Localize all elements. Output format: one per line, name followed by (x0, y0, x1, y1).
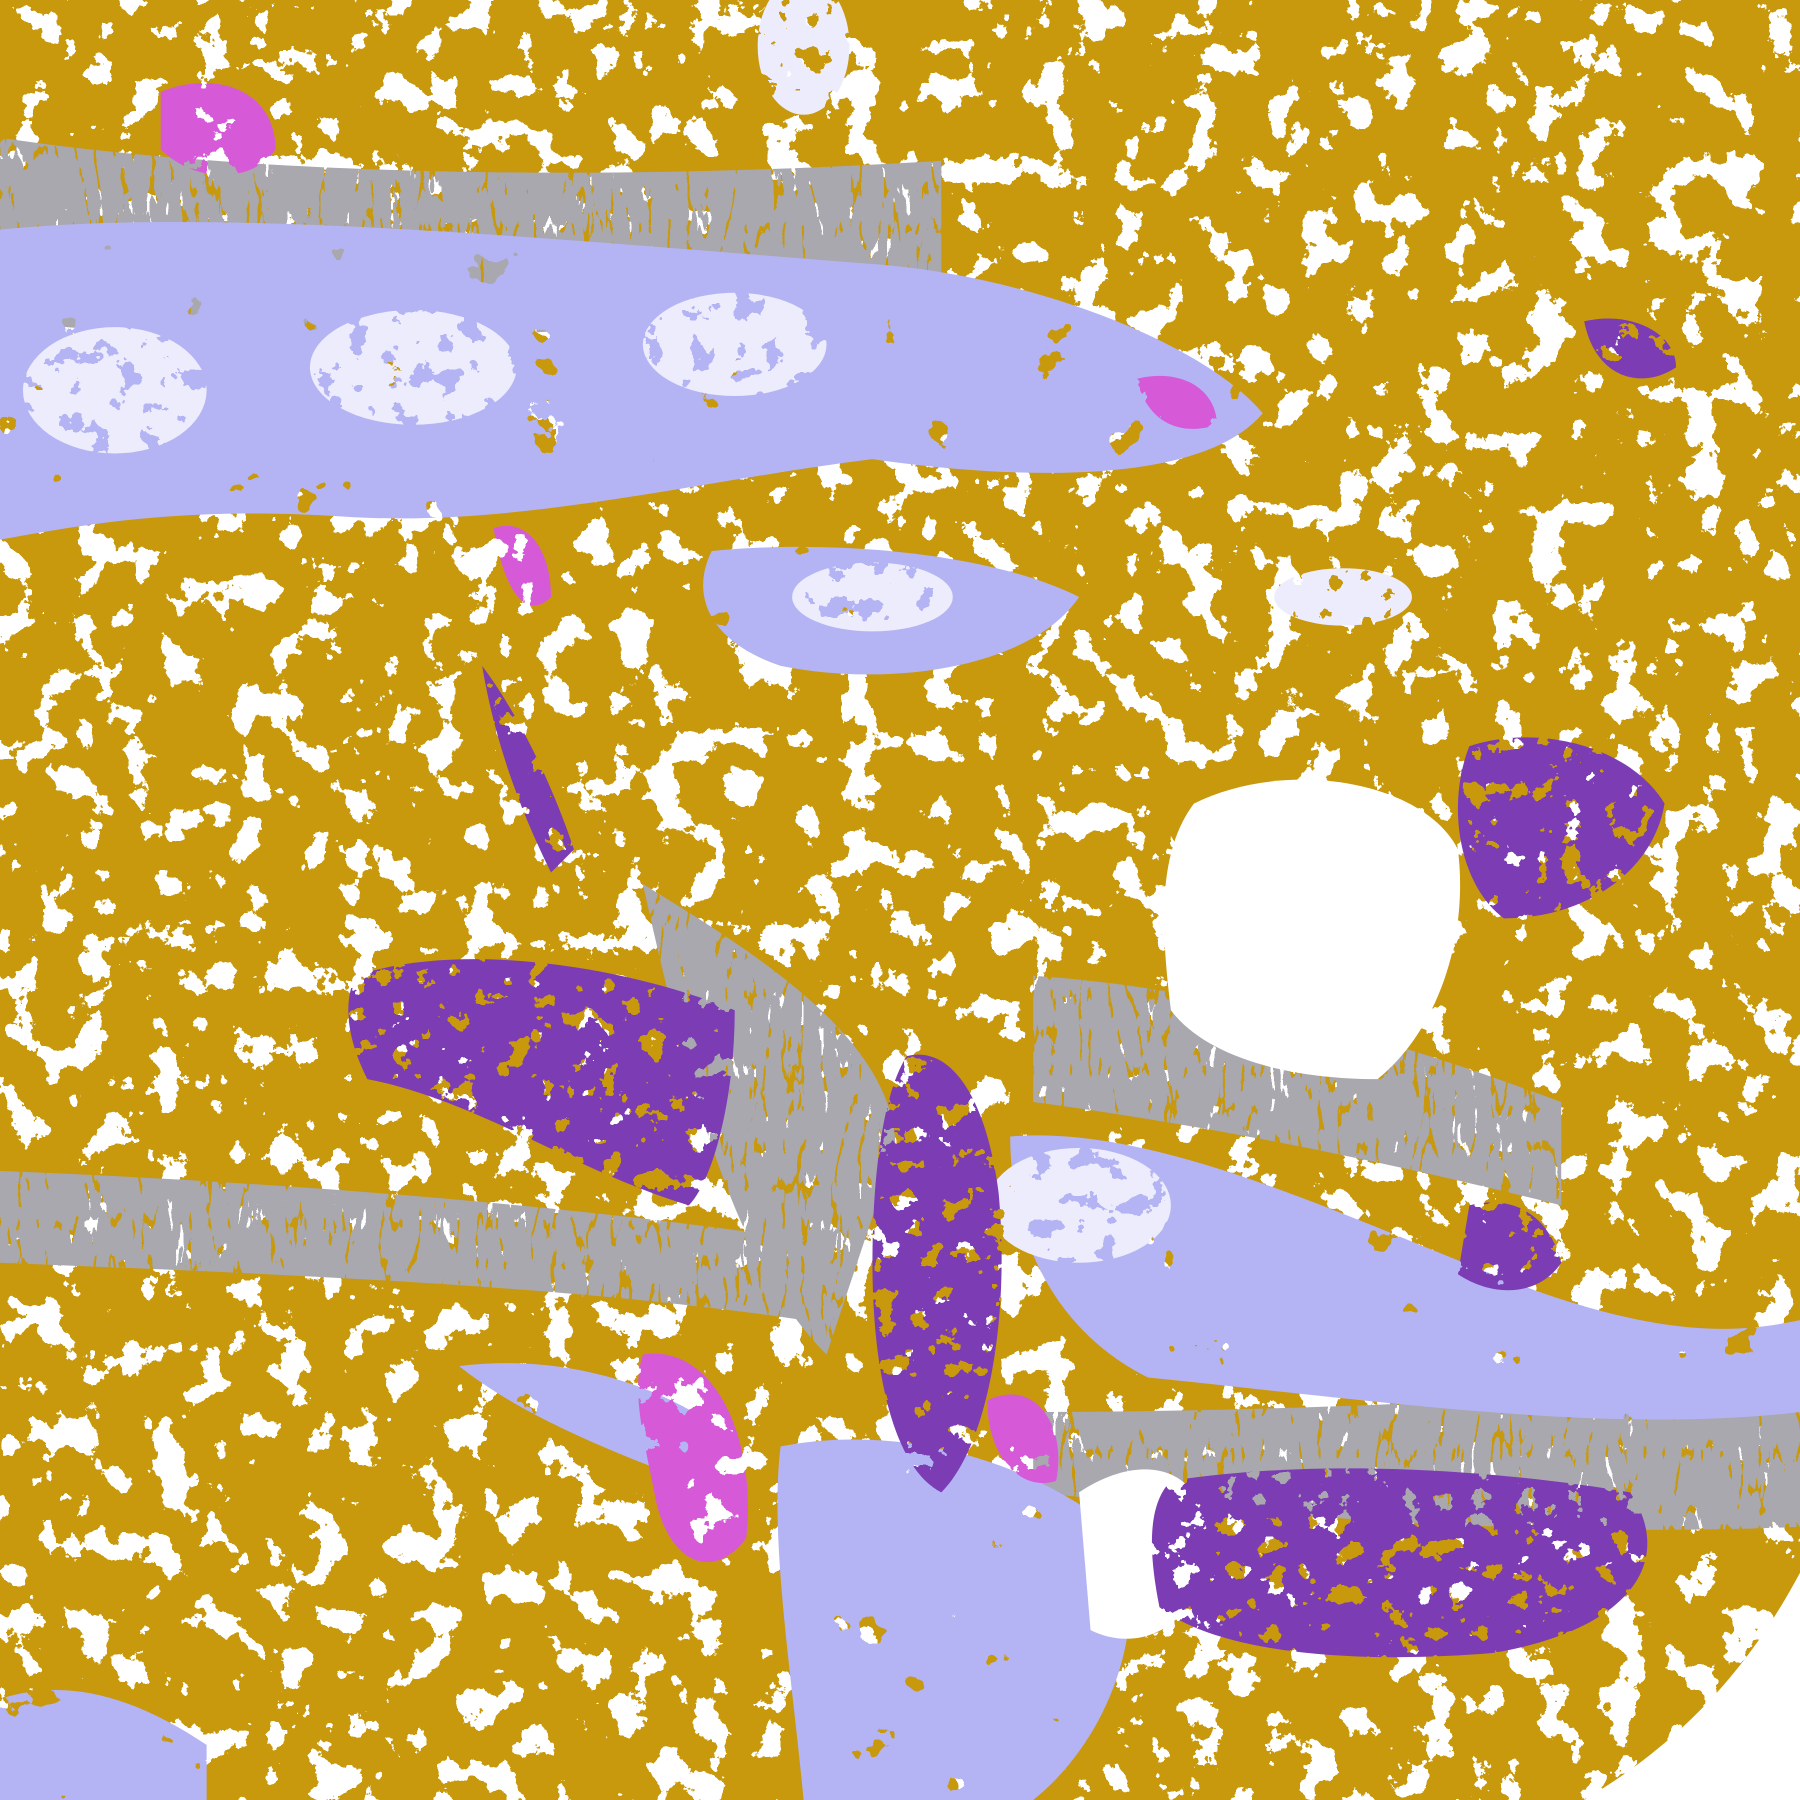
scan-edge (1584, 1572, 1800, 1800)
magenta-clouds (160, 83, 1217, 1563)
purple-clouds (348, 318, 1677, 1658)
clear-region (1164, 779, 1461, 1080)
lavender-clouds (0, 222, 1800, 1800)
bright-clouds (22, 0, 1412, 1263)
